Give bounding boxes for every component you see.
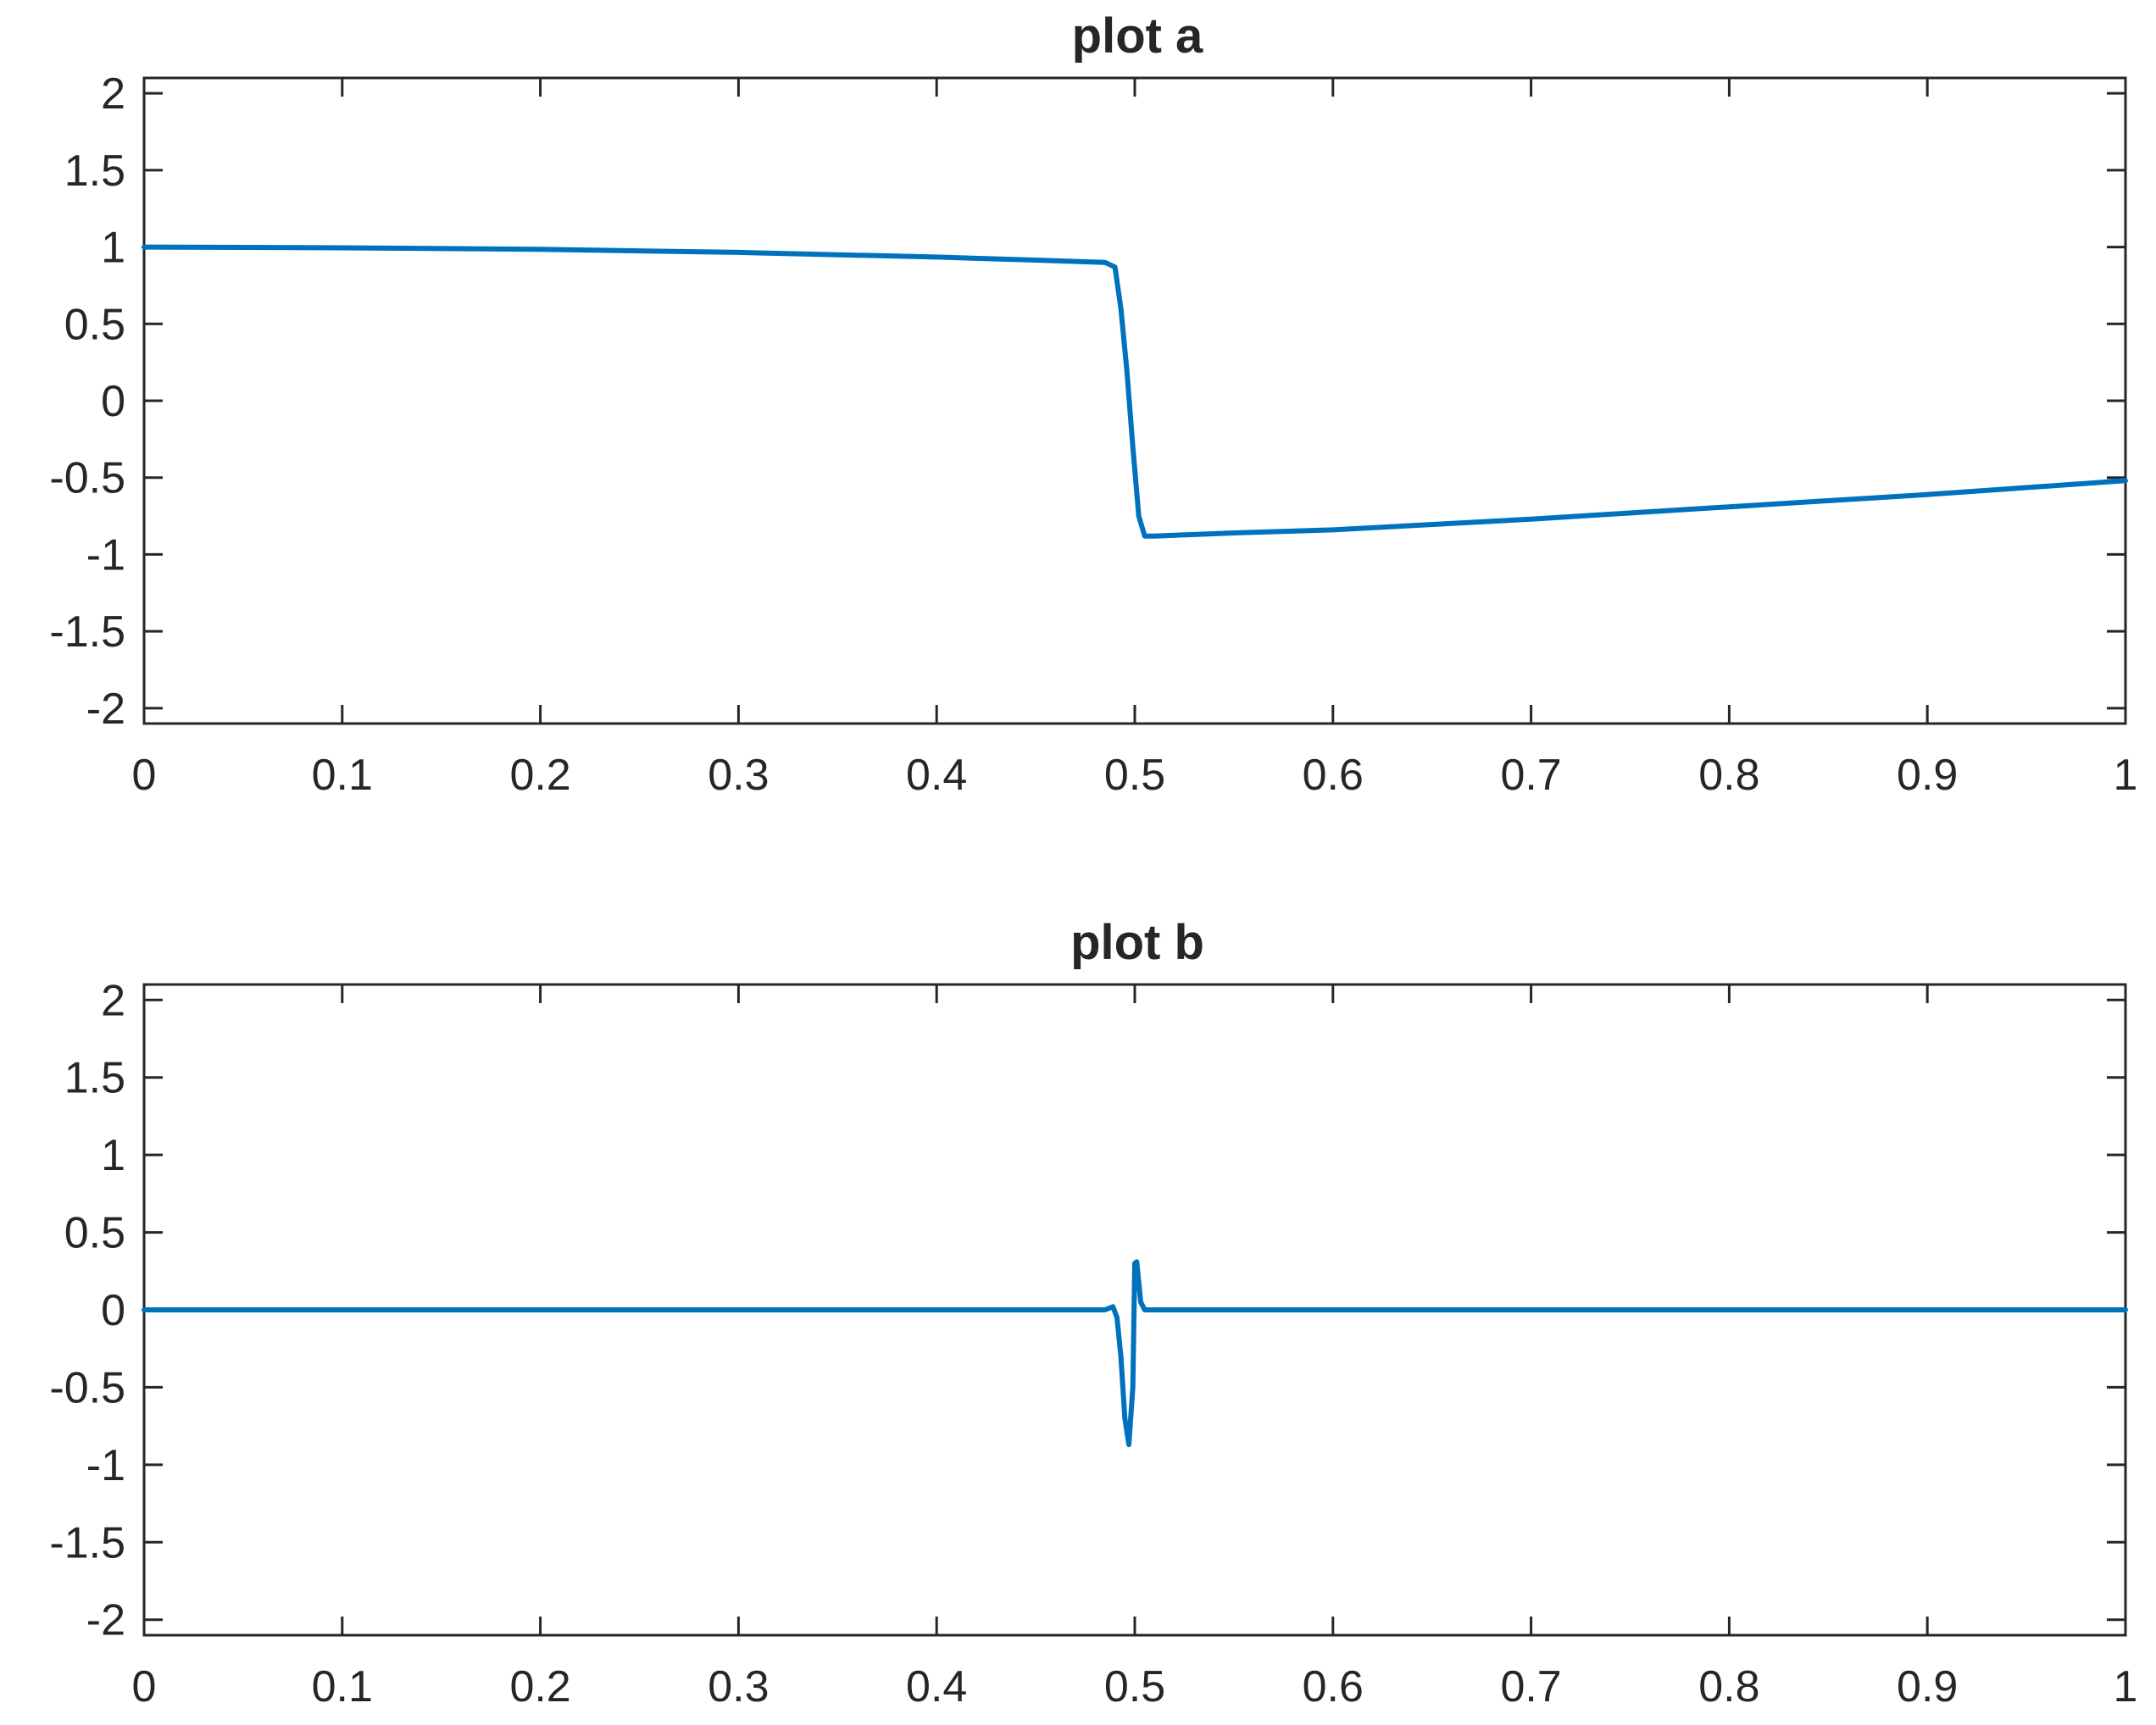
x-tick-label: 0 — [132, 1662, 157, 1711]
y-tick-label: 1 — [101, 224, 125, 273]
subplot-a: plot a 0 0.1 0.2 0.3 0.4 0.5 0.6 0.7 0.8 0.9 1 2 1.… — [49, 8, 2137, 800]
x-tick-label: 0.6 — [1303, 1662, 1364, 1711]
x-tick-label: 0.6 — [1303, 751, 1364, 800]
subplot-b-series-line — [142, 1259, 2128, 1448]
y-tick-label: -0.5 — [49, 454, 125, 503]
x-tick-label: 0.3 — [708, 751, 769, 800]
x-tick-label: 0.8 — [1698, 1662, 1759, 1711]
y-tick-label: 0 — [101, 377, 125, 426]
y-tick-label: 1 — [101, 1131, 125, 1180]
x-tick-label: 0.1 — [312, 1662, 373, 1711]
x-tick-label: 0.4 — [906, 751, 967, 800]
subplot-b-x-tick-labels: 0 0.1 0.2 0.3 0.4 0.5 0.6 0.7 0.8 0.9 1 — [132, 1662, 2138, 1711]
subplot-a-x-tick-labels: 0 0.1 0.2 0.3 0.4 0.5 0.6 0.7 0.8 0.9 1 — [132, 751, 2138, 800]
x-tick-label: 1 — [2114, 1662, 2138, 1711]
y-tick-label: -1.5 — [49, 607, 125, 657]
subplot-a-title: plot a — [1072, 8, 1203, 64]
x-tick-label: 0.7 — [1500, 751, 1561, 800]
y-tick-label: 2 — [101, 976, 125, 1025]
x-tick-label: 0.9 — [1897, 751, 1958, 800]
x-tick-label: 0 — [132, 751, 157, 800]
x-tick-label: 0.5 — [1104, 751, 1165, 800]
subplot-a-axes — [142, 76, 2127, 725]
x-tick-label: 0.4 — [906, 1662, 967, 1711]
x-tick-label: 0.3 — [708, 1662, 769, 1711]
x-tick-label: 0.1 — [312, 751, 373, 800]
y-tick-label: 0.5 — [64, 300, 125, 349]
subplot-a-ticks — [142, 78, 2127, 724]
y-tick-label: 0.5 — [64, 1209, 125, 1258]
x-tick-label: 0.7 — [1500, 1662, 1561, 1711]
y-tick-label: 2 — [101, 69, 125, 119]
subplot-a-series-line — [142, 244, 2128, 539]
y-tick-label: -0.5 — [49, 1363, 125, 1412]
x-tick-label: 0.2 — [509, 1662, 570, 1711]
y-tick-label: -2 — [86, 1596, 125, 1645]
x-tick-label: 0.2 — [509, 751, 570, 800]
subplot-b-y-tick-labels: 2 1.5 1 0.5 0 -0.5 -1 -1.5 -2 — [49, 976, 125, 1645]
x-tick-label: 0.8 — [1698, 751, 1759, 800]
x-tick-label: 0.9 — [1897, 1662, 1958, 1711]
x-tick-label: 1 — [2114, 751, 2138, 800]
x-tick-label: 0.5 — [1104, 1662, 1165, 1711]
y-tick-label: -1 — [86, 1441, 125, 1490]
y-tick-label: 1.5 — [64, 1054, 125, 1103]
subplot-a-y-tick-labels: 2 1.5 1 0.5 0 -0.5 -1 -1.5 -2 — [49, 69, 125, 734]
y-tick-label: -2 — [86, 685, 125, 734]
subplot-b: plot b 0 0.1 0.2 0.3 0.4 0.5 0.6 0.7 0.8 0.9 1 2 1.… — [49, 915, 2137, 1711]
subplot-b-title: plot b — [1070, 915, 1204, 970]
y-tick-label: 0 — [101, 1286, 125, 1335]
y-tick-label: -1.5 — [49, 1518, 125, 1567]
y-tick-label: 1.5 — [64, 147, 125, 196]
y-tick-label: -1 — [86, 530, 125, 580]
